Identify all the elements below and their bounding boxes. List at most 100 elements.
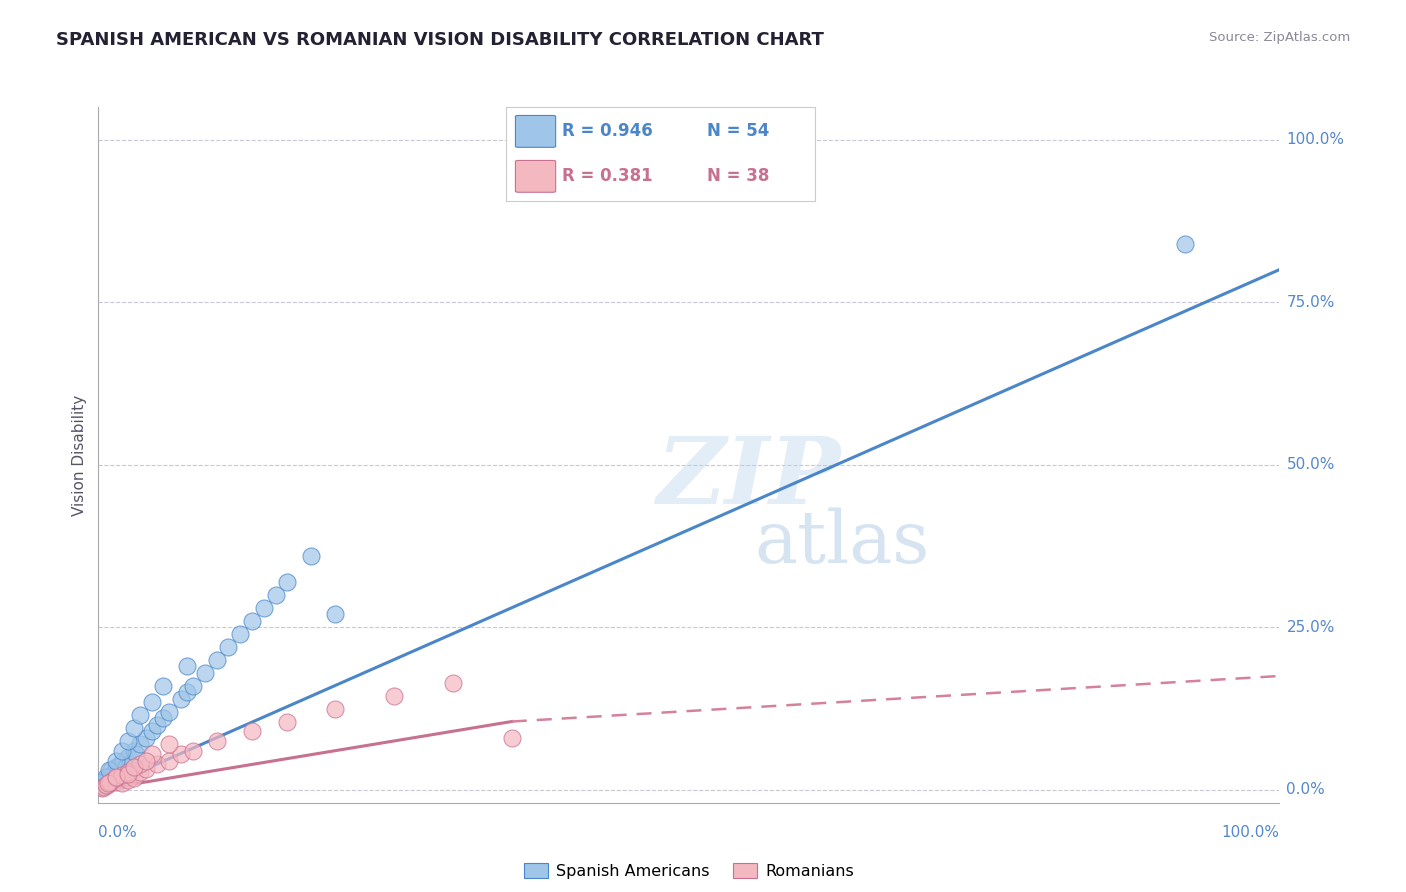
Point [114,760,136,774]
Point [104,768,127,782]
Text: 100.0%: 100.0% [1222,825,1279,840]
Point [105,754,128,768]
Point [117,764,139,779]
Text: R = 0.381: R = 0.381 [562,168,652,186]
Point [240,724,263,739]
Text: N = 38: N = 38 [707,168,769,186]
Point [125,747,148,761]
Point [170,747,193,761]
Point [111,768,134,782]
Point [105,775,128,789]
Point [105,770,128,784]
Point [101,766,124,780]
Point [91,780,114,795]
Point [108,771,131,785]
Point [93,780,115,794]
Point [152,711,174,725]
Point [181,744,204,758]
FancyBboxPatch shape [516,161,555,193]
Point [97,776,120,790]
Point [264,588,287,602]
Text: 50.0%: 50.0% [1286,458,1334,472]
Point [146,718,169,732]
Point [141,695,163,709]
Point [105,760,128,774]
Point [122,771,145,785]
Text: N = 54: N = 54 [707,122,769,140]
Point [117,750,139,764]
Point [103,771,125,785]
Point [98,776,121,790]
Point [299,549,322,563]
Y-axis label: Vision Disability: Vision Disability [72,394,87,516]
Point [240,614,263,628]
Text: 0.0%: 0.0% [1286,782,1326,797]
Point [105,771,128,785]
Point [105,770,128,784]
Point [122,744,145,758]
Text: Source: ZipAtlas.com: Source: ZipAtlas.com [1209,31,1350,45]
Point [135,762,157,776]
Point [276,714,298,729]
Point [110,772,132,787]
Point [107,764,129,779]
Point [1174,236,1197,251]
Point [205,734,228,748]
Point [122,721,145,735]
Text: 100.0%: 100.0% [1286,132,1344,147]
Point [98,775,121,789]
Text: 75.0%: 75.0% [1286,294,1334,310]
Point [135,754,157,768]
Point [96,772,118,787]
Point [194,665,217,680]
Legend: Spanish Americans, Romanians: Spanish Americans, Romanians [517,857,860,885]
Point [157,754,180,768]
Point [152,679,174,693]
Point [117,772,139,787]
Point [229,626,252,640]
Point [96,778,118,792]
Point [114,770,136,784]
Point [146,756,169,771]
Text: SPANISH AMERICAN VS ROMANIAN VISION DISABILITY CORRELATION CHART: SPANISH AMERICAN VS ROMANIAN VISION DISA… [56,31,824,49]
Point [100,764,122,778]
Point [101,772,124,787]
Point [382,689,405,703]
Point [141,747,163,761]
Point [91,776,114,790]
Point [98,764,121,778]
Point [108,756,131,771]
Point [98,772,121,787]
Text: 0.0%: 0.0% [98,825,138,840]
Point [111,744,134,758]
Point [112,766,135,780]
Point [323,701,346,715]
Point [112,754,135,768]
Text: 25.0%: 25.0% [1286,620,1334,635]
Point [170,691,193,706]
Point [128,737,150,751]
Point [135,731,157,745]
Point [323,607,346,622]
Point [91,775,114,789]
Point [111,764,134,778]
Point [205,653,228,667]
Point [141,724,163,739]
FancyBboxPatch shape [516,115,555,147]
Point [94,770,117,784]
Point [90,780,112,794]
Point [157,705,180,719]
Point [120,756,142,771]
Point [93,778,115,792]
Point [122,760,145,774]
Point [176,659,198,673]
Point [94,778,117,792]
Point [157,737,180,751]
Point [117,734,139,748]
Text: atlas: atlas [755,508,931,578]
Text: R = 0.946: R = 0.946 [562,122,652,140]
Point [441,675,464,690]
Point [128,764,150,779]
Point [217,640,239,654]
Point [97,770,120,784]
